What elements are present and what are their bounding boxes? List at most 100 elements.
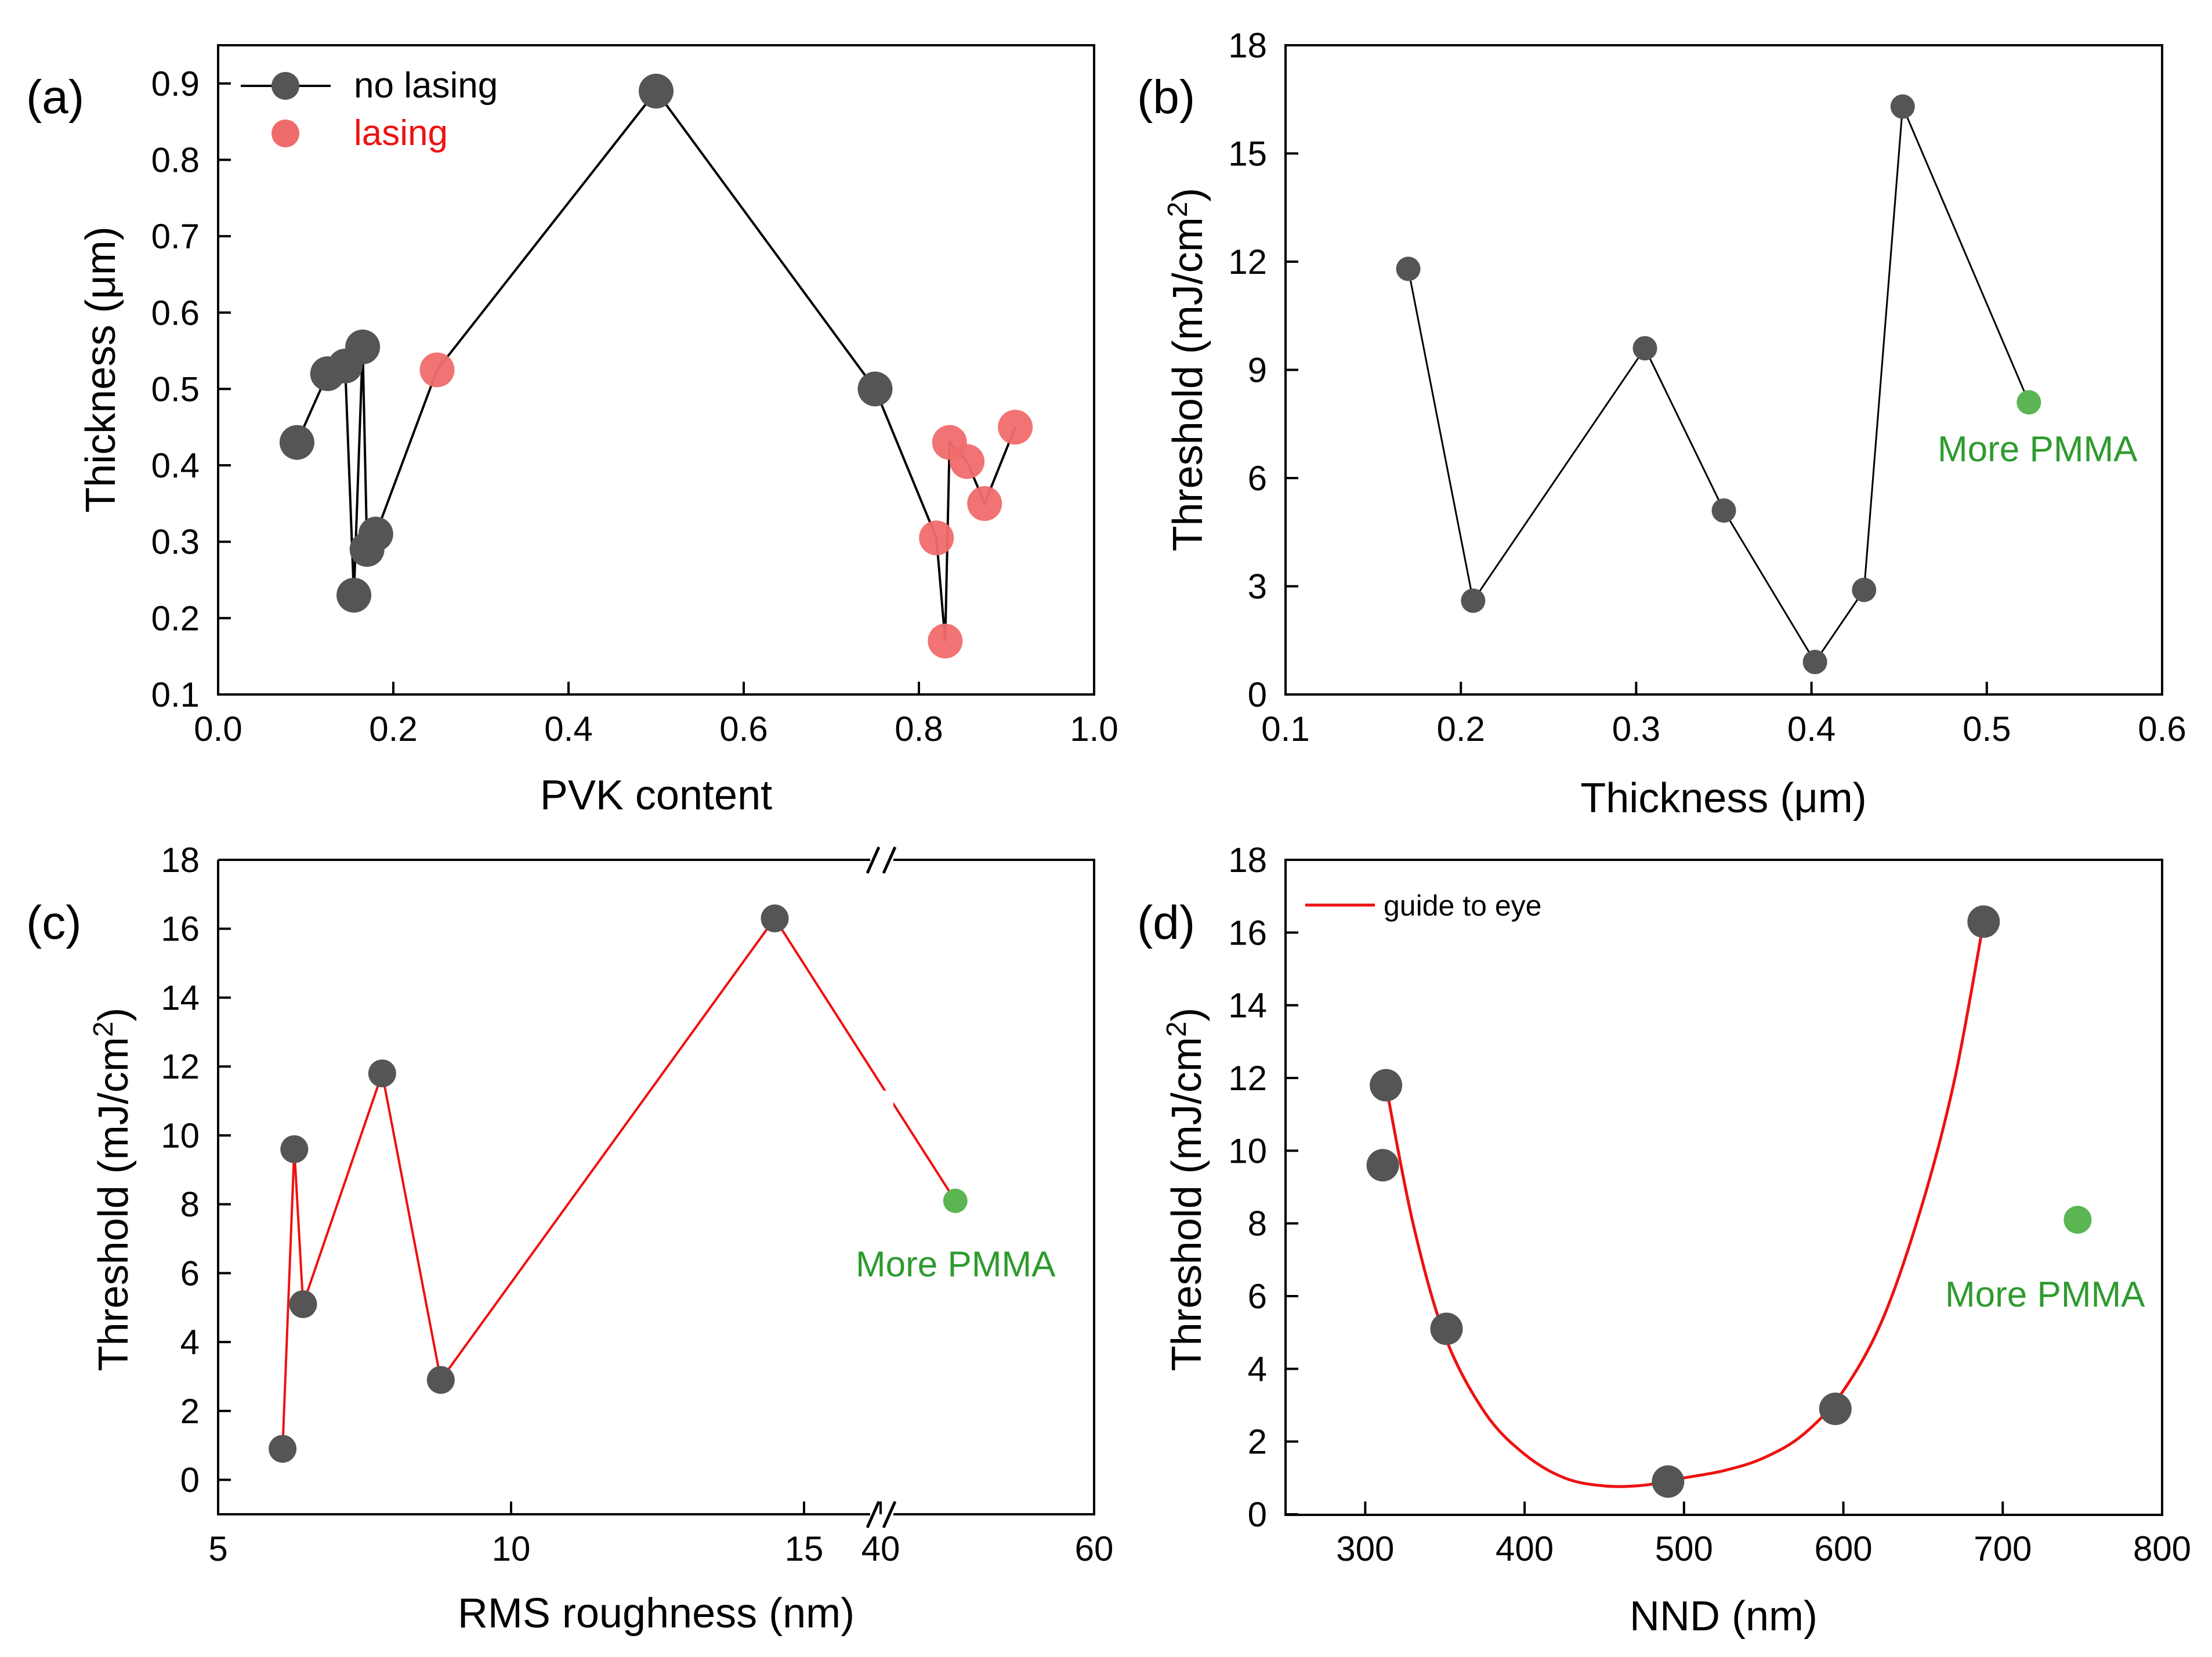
panel-a-plot: 0.0 0.2 0.4 0.6 0.8 1.0 0.1 0.2 0.3 0.4 0.5 0.6 0.7 0… bbox=[151, 64, 1118, 748]
panel-d-xtick-label: 300 bbox=[1336, 1529, 1394, 1568]
panel-b-ytick-label: 15 bbox=[1228, 135, 1267, 173]
panel-d-ytick-label: 8 bbox=[1248, 1204, 1267, 1243]
panel-a-point-no-lasing bbox=[336, 577, 372, 613]
panel-d-point-more-pmma bbox=[2063, 1206, 2092, 1234]
panel-a-xtick-label: 0.0 bbox=[194, 710, 242, 748]
panel-c-plot: 5 10 15 40 60 0 2 4 6 8 10 12 14 16 18 bbox=[161, 841, 1113, 1568]
panel-a-legend: no lasing lasing bbox=[241, 66, 498, 153]
panel-b-ytick-label: 0 bbox=[1248, 675, 1267, 714]
panel-b-point bbox=[1890, 94, 1915, 119]
panel-a-ytick-label: 0.9 bbox=[151, 64, 200, 103]
panel-c-ytick-label: 6 bbox=[180, 1254, 200, 1293]
panel-c-xlabel: RMS roughness (nm) bbox=[458, 1590, 855, 1637]
panel-d-ytick-label: 0 bbox=[1248, 1495, 1267, 1534]
panel-b-annotation: More PMMA bbox=[1938, 429, 2138, 469]
panel-c-series-line bbox=[281, 916, 957, 1449]
panel-b-point bbox=[1852, 577, 1877, 602]
panel-a-ylabel: Thickness (μm) bbox=[78, 226, 124, 513]
panel-a-point-no-lasing bbox=[279, 425, 314, 460]
panel-a-xtick-label: 0.4 bbox=[544, 710, 592, 748]
panel-d-xtick-label: 400 bbox=[1496, 1529, 1554, 1568]
panel-b: (b) 0.1 0.2 0.3 0.4 0.5 0.6 0 3 6 9 12 15 18 Thickne… bbox=[1137, 26, 2186, 822]
panel-c-label: (c) bbox=[26, 896, 82, 949]
panel-a-ytick-label: 0.2 bbox=[151, 599, 200, 638]
panel-a-point-lasing bbox=[967, 486, 1002, 521]
panel-d-guide-curve bbox=[1384, 921, 1985, 1488]
axis-break-bottom bbox=[866, 1500, 897, 1529]
panel-b-xtick-label: 0.2 bbox=[1436, 710, 1485, 748]
panel-d-point bbox=[1819, 1392, 1852, 1426]
panel-d-plot: 300 400 500 600 700 800 0 2 4 6 8 10 12 14 16 18 bbox=[1228, 841, 2191, 1568]
panel-c-point bbox=[426, 1366, 455, 1394]
panel-a-ytick-label: 0.5 bbox=[151, 370, 200, 408]
panel-c-ylabel: Threshold (mJ/cm2) bbox=[88, 1008, 137, 1372]
panel-a-point-no-lasing bbox=[639, 73, 674, 108]
legend-marker-lasing bbox=[271, 120, 299, 147]
panel-d-ylabel: Threshold (mJ/cm2) bbox=[1161, 1008, 1211, 1372]
panel-d-point bbox=[1652, 1465, 1685, 1498]
panel-c-ytick-label: 12 bbox=[161, 1047, 200, 1086]
panel-b-point-more-pmma bbox=[2016, 390, 2041, 415]
panel-c-ytick-label: 8 bbox=[180, 1185, 200, 1224]
panel-a-ytick-label: 0.3 bbox=[151, 523, 200, 562]
panel-d-label: (d) bbox=[1137, 896, 1195, 949]
panel-a-point-no-lasing bbox=[345, 330, 381, 365]
panel-c-point bbox=[368, 1059, 396, 1088]
panel-c-ytick-label: 10 bbox=[161, 1116, 200, 1155]
panel-b-ytick-label: 9 bbox=[1248, 351, 1267, 390]
panel-c-ytick-label: 18 bbox=[161, 841, 200, 880]
panel-a-point-lasing bbox=[998, 410, 1033, 445]
axis-break-top bbox=[866, 846, 897, 874]
legend-marker-no-lasing bbox=[271, 72, 299, 100]
panel-c-break-gap bbox=[870, 1090, 893, 1155]
panel-d-annotation: More PMMA bbox=[1945, 1275, 2145, 1315]
panel-c-ytick-label: 2 bbox=[180, 1392, 200, 1431]
panel-b-xtick-label: 0.6 bbox=[2138, 710, 2186, 748]
panel-d-ytick-label: 16 bbox=[1228, 913, 1267, 952]
legend-label-lasing: lasing bbox=[354, 113, 448, 153]
panel-d-legend: guide to eye bbox=[1305, 889, 1541, 922]
panel-d-xtick-label: 600 bbox=[1814, 1529, 1872, 1568]
panel-c-xtick-label: 60 bbox=[1075, 1529, 1114, 1568]
panel-b-frame bbox=[1284, 44, 2163, 696]
panel-d-ytick-label: 6 bbox=[1248, 1277, 1267, 1316]
panel-b-xtick-label: 0.3 bbox=[1612, 710, 1660, 748]
panel-b-point bbox=[1461, 588, 1486, 613]
panel-d-xtick-label: 800 bbox=[2133, 1529, 2191, 1568]
panel-a-point-lasing bbox=[419, 352, 455, 388]
panel-c-ytick-label: 4 bbox=[180, 1323, 200, 1362]
panel-d-point bbox=[1370, 1069, 1403, 1102]
panel-a-point-lasing bbox=[950, 444, 985, 479]
panel-d-xtick-label: 700 bbox=[1974, 1529, 2032, 1568]
panel-b-ylabel: Threshold (mJ/cm2) bbox=[1163, 188, 1212, 552]
panel-a-point-lasing bbox=[928, 623, 963, 659]
panel-b-xtick-label: 0.5 bbox=[1963, 710, 2011, 748]
panel-d-ytick-label: 14 bbox=[1228, 986, 1267, 1025]
panel-b-label: (b) bbox=[1137, 71, 1195, 124]
panel-d-point bbox=[1430, 1312, 1463, 1345]
panel-a: (a) 0.0 0.2 0.4 0.6 0.8 1.0 0.1 0.2 0.3 0.4 0.5 0.6… bbox=[26, 44, 1118, 819]
panel-d-ytick-label: 10 bbox=[1228, 1131, 1267, 1170]
panel-c-point bbox=[269, 1435, 297, 1463]
panel-a-point-no-lasing bbox=[857, 371, 893, 407]
panel-b-xtick-label: 0.1 bbox=[1261, 710, 1309, 748]
panel-a-label: (a) bbox=[26, 71, 84, 124]
panel-b-point bbox=[1711, 498, 1736, 523]
panel-b-ytick-label: 12 bbox=[1228, 243, 1267, 281]
panel-c-xtick-label: 40 bbox=[861, 1529, 900, 1568]
panel-b-point bbox=[1632, 336, 1657, 361]
panel-a-ytick-label: 0.6 bbox=[151, 294, 200, 332]
panel-d-point bbox=[1366, 1149, 1399, 1182]
legend-label-no-lasing: no lasing bbox=[354, 66, 498, 106]
panel-d: (d) 300 400 500 600 700 800 0 2 4 6 8 10 12 14 16 18 gu… bbox=[1137, 841, 2191, 1640]
panel-c-ytick-label: 0 bbox=[180, 1461, 200, 1500]
panel-b-ytick-label: 18 bbox=[1228, 26, 1267, 65]
panel-b-series-line bbox=[1407, 106, 2030, 664]
panel-a-xtick-label: 0.6 bbox=[719, 710, 767, 748]
panel-a-point-lasing bbox=[919, 520, 954, 556]
panel-c-xtick-label: 5 bbox=[208, 1529, 227, 1568]
panel-a-xtick-label: 0.2 bbox=[369, 710, 417, 748]
panel-c-annotation: More PMMA bbox=[856, 1244, 1056, 1285]
panel-b-xtick-label: 0.4 bbox=[1787, 710, 1836, 748]
